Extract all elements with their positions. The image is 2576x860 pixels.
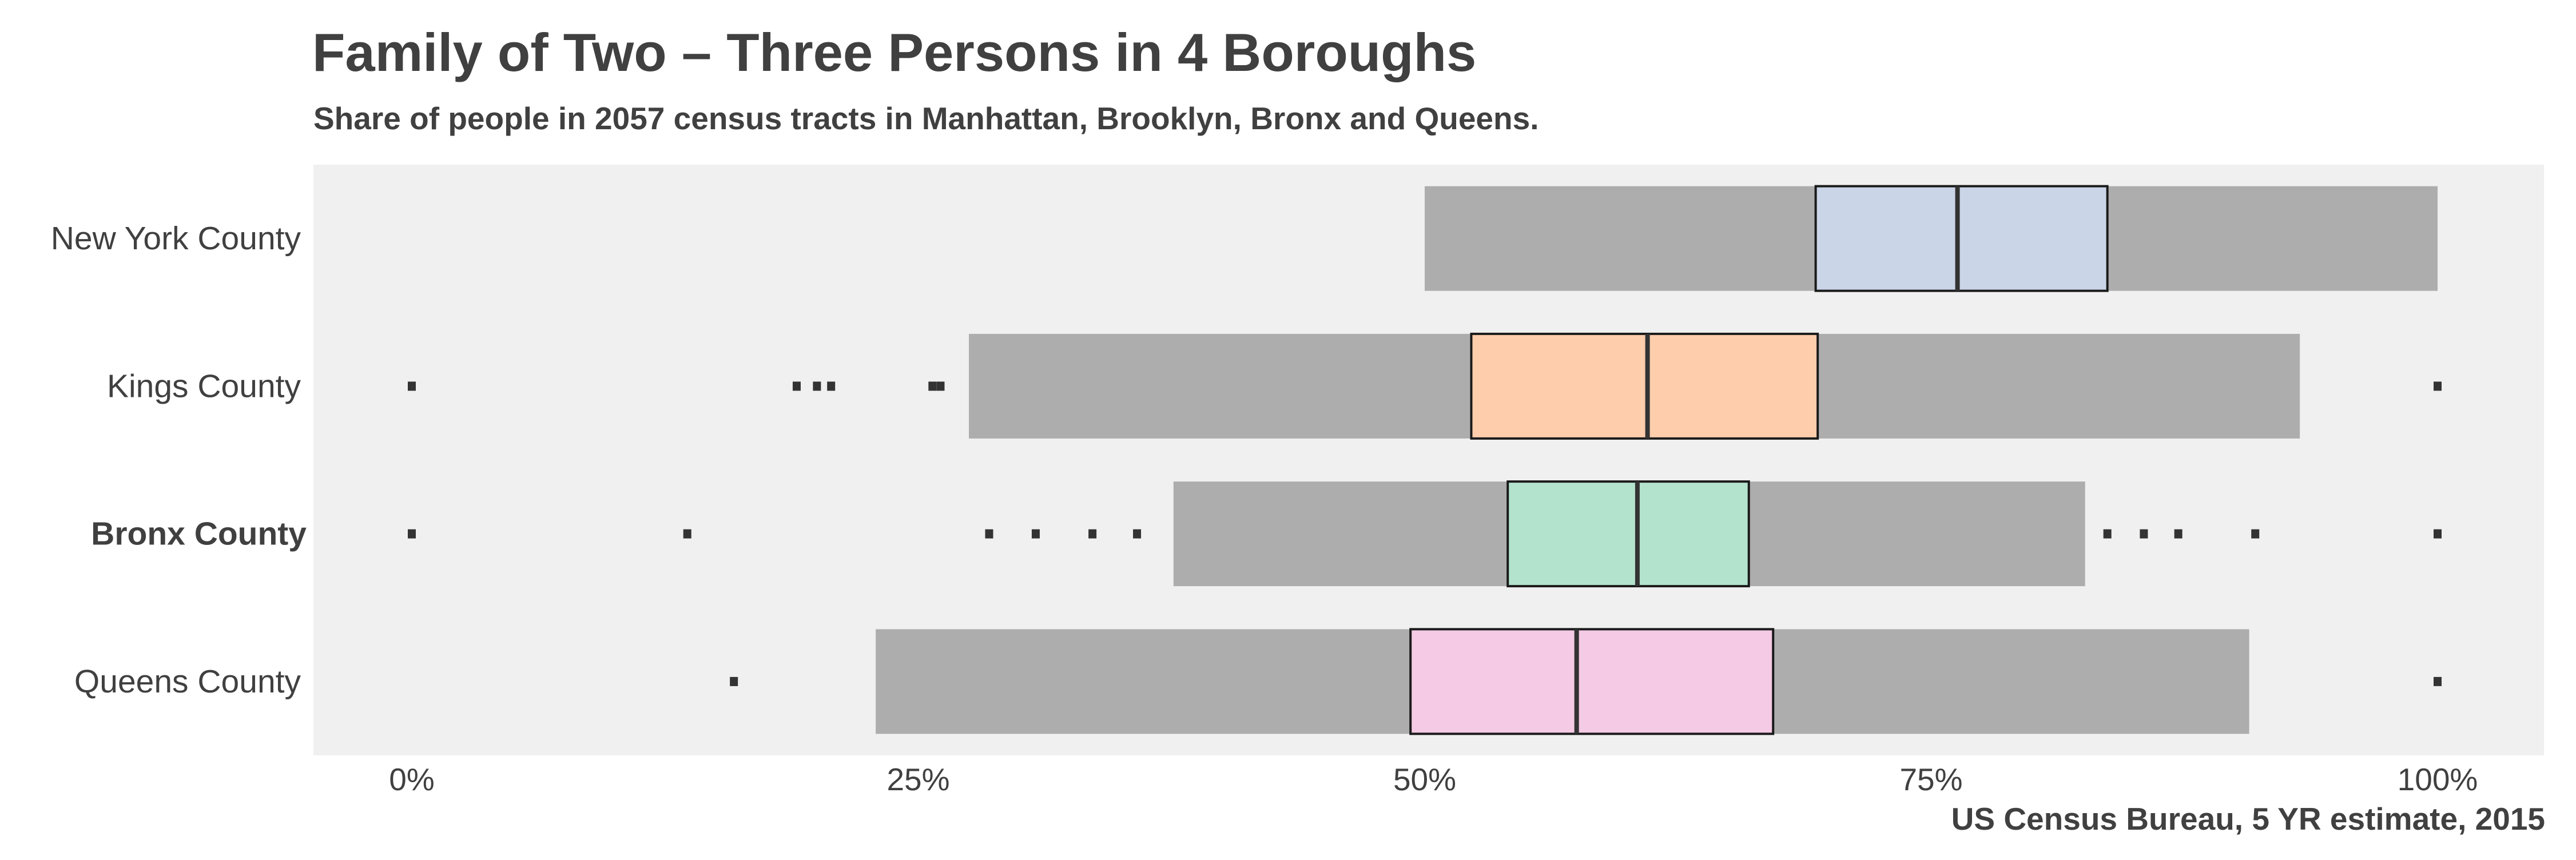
- outlier-point-kings-county: [408, 381, 416, 391]
- iqr-box-kings-county: [1470, 332, 1819, 440]
- x-tick-label: 25%: [887, 762, 949, 797]
- chart-title: Family of Two – Three Persons in 4 Borou…: [312, 22, 1477, 82]
- outlier-point-kings-county: [792, 381, 801, 391]
- y-tick-label: New York County: [51, 220, 301, 257]
- outlier-point-bronx-county: [1133, 529, 1142, 539]
- outlier-point-queens-county: [730, 676, 738, 686]
- outlier-point-bronx-county: [2251, 529, 2260, 539]
- chart-subtitle: Share of people in 2057 census tracts in…: [313, 101, 1539, 136]
- outlier-point-bronx-county: [1088, 529, 1097, 539]
- y-tick-label: Queens County: [74, 663, 301, 700]
- outlier-point-bronx-county: [2103, 529, 2112, 539]
- outlier-point-kings-county: [936, 381, 945, 391]
- outlier-point-bronx-county: [1031, 529, 1040, 539]
- outlier-point-bronx-county: [683, 529, 691, 539]
- x-tick-label: 0%: [389, 762, 435, 797]
- iqr-box-bronx-county: [1506, 480, 1750, 588]
- y-tick-label: Bronx County: [91, 516, 307, 552]
- iqr-box-new-york-county: [1814, 185, 2109, 292]
- y-tick-label: Kings County: [107, 368, 301, 404]
- outlier-point-kings-county: [827, 381, 836, 391]
- outlier-point-bronx-county: [2174, 529, 2183, 539]
- outlier-point-kings-county: [928, 381, 937, 391]
- x-tick-label: 50%: [1393, 762, 1456, 797]
- chart-marks: [408, 185, 2442, 735]
- outlier-point-kings-county: [813, 381, 821, 391]
- iqr-box-queens-county: [1409, 628, 1775, 735]
- outlier-point-kings-county: [2434, 381, 2442, 391]
- outlier-point-bronx-county: [2140, 529, 2148, 539]
- y-axis: New York County Kings County Bronx County Q…: [51, 220, 307, 700]
- chart-caption: US Census Bureau, 5 YR estimate, 2015: [1951, 801, 2545, 837]
- outlier-point-queens-county: [2434, 676, 2442, 686]
- x-axis: 0% 25% 50% 75% 100%: [389, 762, 2478, 797]
- outlier-point-bronx-county: [985, 529, 993, 539]
- outlier-point-bronx-county: [408, 529, 416, 539]
- x-tick-label: 75%: [1899, 762, 1962, 797]
- outlier-point-bronx-county: [2434, 529, 2442, 539]
- x-tick-label: 100%: [2398, 762, 2478, 797]
